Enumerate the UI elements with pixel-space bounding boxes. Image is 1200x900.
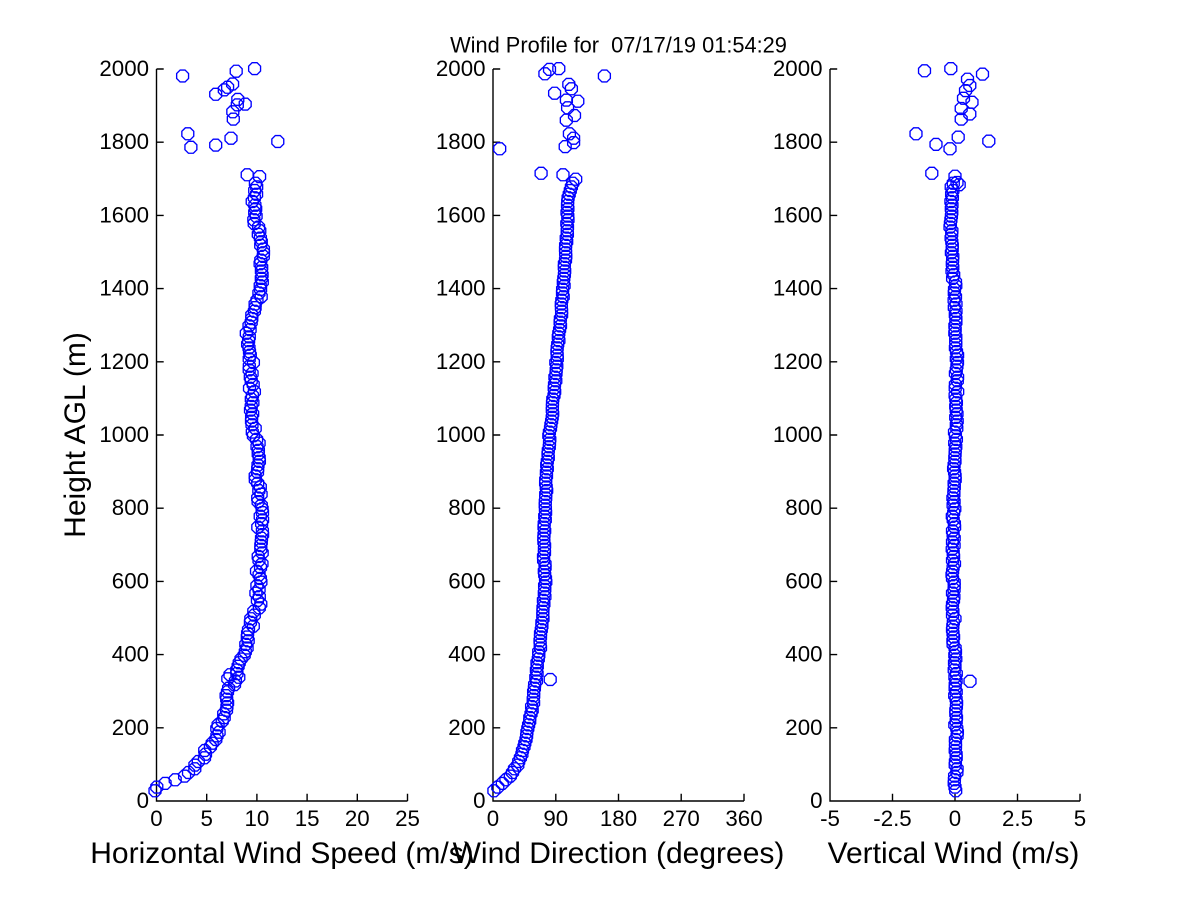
svg-text:5: 5	[200, 806, 212, 831]
svg-text:1000: 1000	[99, 422, 149, 447]
svg-text:0: 0	[137, 788, 149, 813]
svg-text:1600: 1600	[99, 202, 149, 227]
svg-text:200: 200	[785, 715, 822, 740]
svg-text:1800: 1800	[436, 129, 486, 154]
svg-text:180: 180	[600, 806, 637, 831]
svg-text:600: 600	[112, 568, 149, 593]
svg-text:800: 800	[448, 495, 485, 520]
svg-text:2000: 2000	[99, 56, 149, 81]
svg-text:360: 360	[725, 806, 762, 831]
svg-text:5: 5	[1074, 806, 1086, 831]
svg-text:1600: 1600	[773, 202, 823, 227]
svg-text:0: 0	[150, 806, 162, 831]
svg-text:0: 0	[949, 806, 961, 831]
svg-text:20: 20	[345, 806, 370, 831]
svg-text:2.5: 2.5	[1002, 806, 1033, 831]
svg-text:400: 400	[448, 642, 485, 667]
svg-text:270: 270	[663, 806, 700, 831]
svg-text:1400: 1400	[99, 276, 149, 301]
svg-text:800: 800	[785, 495, 822, 520]
svg-text:0: 0	[487, 806, 499, 831]
svg-text:90: 90	[543, 806, 568, 831]
svg-text:-2.5: -2.5	[873, 806, 911, 831]
svg-text:600: 600	[448, 568, 485, 593]
svg-text:1400: 1400	[436, 276, 486, 301]
svg-text:1400: 1400	[773, 276, 823, 301]
svg-text:1800: 1800	[99, 129, 149, 154]
svg-text:1200: 1200	[773, 349, 823, 374]
svg-text:25: 25	[395, 806, 420, 831]
svg-text:-5: -5	[820, 806, 840, 831]
svg-text:200: 200	[448, 715, 485, 740]
svg-text:0: 0	[473, 788, 485, 813]
svg-text:1000: 1000	[773, 422, 823, 447]
svg-text:1000: 1000	[436, 422, 486, 447]
svg-text:Horizontal Wind Speed (m/s): Horizontal Wind Speed (m/s)	[90, 837, 473, 870]
svg-text:1800: 1800	[773, 129, 823, 154]
svg-text:Wind Direction (degrees): Wind Direction (degrees)	[453, 837, 785, 870]
svg-text:600: 600	[785, 568, 822, 593]
svg-text:400: 400	[112, 642, 149, 667]
svg-text:400: 400	[785, 642, 822, 667]
svg-text:2000: 2000	[436, 56, 486, 81]
svg-text:1200: 1200	[436, 349, 486, 374]
svg-text:2000: 2000	[773, 56, 823, 81]
svg-text:800: 800	[112, 495, 149, 520]
svg-text:15: 15	[295, 806, 320, 831]
svg-text:Wind Profile for 07/17/19 01:: Wind Profile for 07/17/19 01:54:29	[450, 33, 787, 58]
svg-text:200: 200	[112, 715, 149, 740]
svg-text:1200: 1200	[99, 349, 149, 374]
svg-text:0: 0	[810, 788, 822, 813]
svg-text:10: 10	[244, 806, 269, 831]
svg-text:Height AGL (m): Height AGL (m)	[59, 332, 92, 538]
svg-text:1600: 1600	[436, 202, 486, 227]
svg-text:Vertical Wind (m/s): Vertical Wind (m/s)	[828, 837, 1080, 870]
